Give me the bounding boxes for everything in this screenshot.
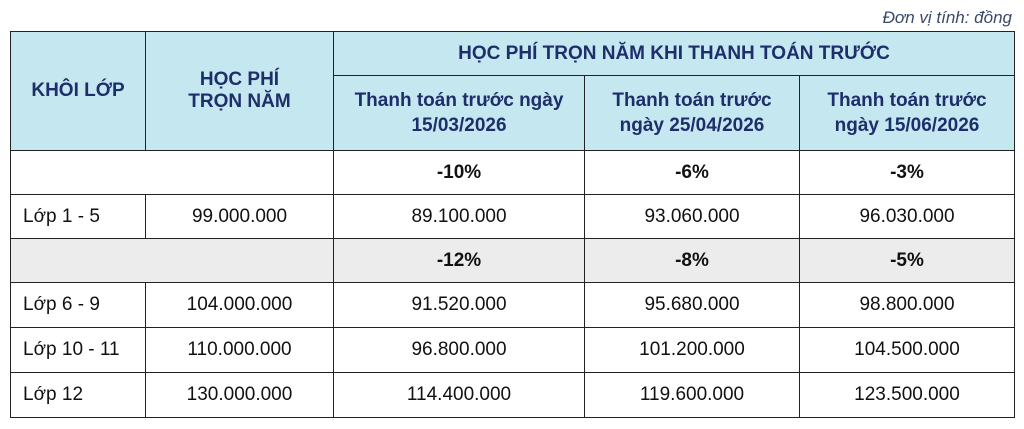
header-prepay-col-3: Thanh toán trước ngày 15/06/2026 [799,75,1015,151]
header-prepay-col-2-line2: ngày 25/04/2026 [619,115,765,136]
discount-row-1-blank [10,150,334,195]
header-row-dates: Thanh toán trước ngày 15/03/2026 Thanh t… [11,75,1015,151]
prepay-cell: 96.800.000 [333,327,585,373]
table-row: Lớp 6 - 9 104.000.000 91.520.000 95.680.… [10,282,1015,328]
discount-row-1: -10% -6% -3% [10,150,1015,195]
annual-fee-cell: 130.000.000 [145,372,334,418]
prepay-cell: 98.800.000 [799,282,1015,328]
grade-cell: Lớp 6 - 9 [10,282,146,328]
table-row: Lớp 1 - 5 99.000.000 89.100.000 93.060.0… [10,194,1015,239]
prepay-cell: 95.680.000 [584,282,800,328]
grade-cell: Lớp 10 - 11 [10,327,146,373]
prepay-cell: 119.600.000 [584,372,800,418]
annual-fee-cell: 110.000.000 [145,327,334,373]
grade-cell: Lớp 12 [10,372,146,418]
header-prepay-col-1-line1: Thanh toán trước ngày [354,90,564,111]
prepay-cell: 89.100.000 [333,194,585,239]
header-row-top: KHÔI LỚP HỌC PHÍ TRỌN NĂM HỌC PHÍ TRỌN N… [10,31,1015,151]
annual-fee-cell: 104.000.000 [145,282,334,328]
header-grade: KHÔI LỚP [10,31,146,151]
header-prepay-col-3-line1: Thanh toán trước [827,90,987,111]
prepay-cell: 104.500.000 [799,327,1015,373]
discount-cell: -12% [333,238,585,283]
discount-cell: -10% [333,150,585,195]
table-row: Lớp 12 130.000.000 114.400.000 119.600.0… [10,372,1015,418]
discount-cell: -3% [799,150,1015,195]
discount-cell: -8% [584,238,800,283]
header-prepay-col-2: Thanh toán trước ngày 25/04/2026 [584,75,800,151]
tuition-fee-table: KHÔI LỚP HỌC PHÍ TRỌN NĂM HỌC PHÍ TRỌN N… [10,31,1015,418]
discount-row-2-blank [10,238,334,283]
prepay-cell: 114.400.000 [333,372,585,418]
header-prepay-col-1-line2: 15/03/2026 [411,115,507,136]
discount-cell: -6% [584,150,800,195]
prepay-cell: 96.030.000 [799,194,1015,239]
table-row: Lớp 10 - 11 110.000.000 96.800.000 101.2… [10,327,1015,373]
header-prepay-col-3-line2: ngày 15/06/2026 [834,115,980,136]
prepay-cell: 101.200.000 [584,327,800,373]
header-prepay-col-1: Thanh toán trước ngày 15/03/2026 [333,75,585,151]
discount-cell: -5% [799,238,1015,283]
header-annual-fee-line2: TRỌN NĂM [188,91,291,112]
discount-row-2: -12% -8% -5% [10,238,1015,283]
header-prepay-group: HỌC PHÍ TRỌN NĂM KHI THANH TOÁN TRƯỚC [333,31,1015,76]
header-annual-fee: HỌC PHÍ TRỌN NĂM [145,31,334,151]
header-annual-fee-line1: HỌC PHÍ [199,69,280,90]
header-prepay-col-2-line1: Thanh toán trước [612,90,772,111]
grade-cell: Lớp 1 - 5 [10,194,146,239]
annual-fee-cell: 99.000.000 [145,194,334,239]
prepay-cell: 123.500.000 [799,372,1015,418]
unit-note: Đơn vị tính: đồng [882,8,1012,27]
prepay-cell: 91.520.000 [333,282,585,328]
prepay-cell: 93.060.000 [584,194,800,239]
